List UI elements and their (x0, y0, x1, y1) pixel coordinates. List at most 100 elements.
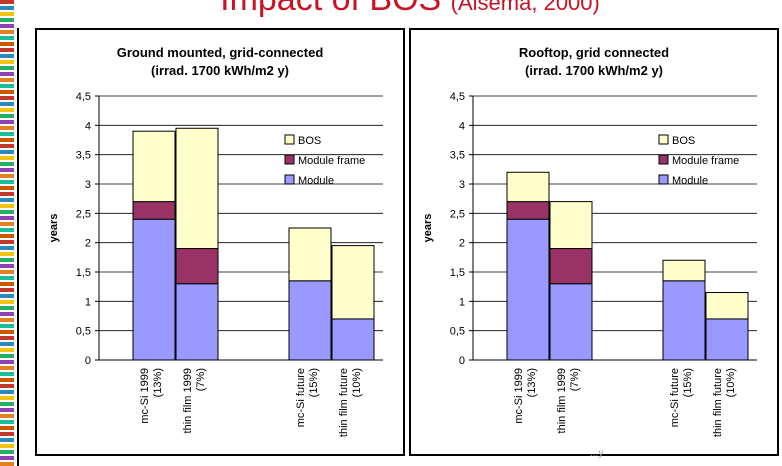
decorative-stripe (0, 372, 14, 376)
chart-ground-mounted: Ground mounted, grid-connected (irrad. 17… (35, 28, 405, 456)
y-tick-label: 0,5 (76, 326, 91, 338)
bar-bos (549, 201, 593, 250)
decorative-stripe (0, 438, 14, 442)
decorative-stripe (0, 420, 14, 424)
chart-svg-rooftop: Rooftop, grid connected (irrad. 1700 kWh/… (422, 45, 757, 437)
decorative-stripe (0, 72, 14, 76)
y-tick-label: 2 (459, 238, 465, 250)
legend-label: BOS (672, 135, 695, 147)
decorative-stripe (0, 78, 14, 82)
legend-swatch (284, 134, 295, 145)
y-axis-label: years (422, 214, 434, 243)
bar-module (288, 280, 332, 361)
decorative-stripe (0, 102, 14, 106)
x-tick-label: thin film future (338, 368, 350, 437)
decorative-stripe (0, 84, 14, 88)
decorative-stripe (0, 210, 14, 214)
decorative-stripe (0, 276, 14, 280)
bar-bos (331, 245, 375, 320)
decorative-stripe (0, 456, 14, 460)
decorative-stripe (0, 366, 14, 370)
decorative-stripe (0, 390, 14, 394)
legend-swatch (658, 134, 669, 145)
decorative-stripe (0, 120, 14, 124)
decorative-stripe (0, 24, 14, 28)
x-tick-label: (7%) (195, 368, 207, 391)
decorative-stripe (0, 426, 14, 430)
decorative-stripe (0, 138, 14, 142)
y-tick-label: 4,5 (76, 91, 91, 103)
decorative-stripe (0, 228, 14, 232)
y-tick-label: 1 (85, 296, 91, 308)
decorative-stripe (0, 42, 14, 46)
legend-label: Module (298, 175, 334, 187)
x-tick-label: mc-Si future (669, 368, 681, 427)
decorative-stripe (0, 414, 14, 418)
decorative-stripe (0, 402, 14, 406)
bar-bos (662, 259, 706, 282)
decorative-stripe (0, 324, 14, 328)
decorative-stripe (0, 114, 14, 118)
decorative-stripe (0, 12, 14, 16)
decorative-stripe (0, 204, 14, 208)
y-tick-label: 3 (85, 179, 91, 191)
decorative-stripe (0, 90, 14, 94)
bar-bos (175, 127, 219, 250)
bar-module (331, 318, 375, 361)
legend-swatch (658, 174, 669, 185)
decorative-stripe (0, 174, 14, 178)
decorative-stripe (0, 288, 14, 292)
bar-bos (132, 130, 176, 203)
legend-label: Module (672, 175, 708, 187)
decorative-stripe (0, 300, 14, 304)
decorative-stripe (0, 0, 14, 4)
y-tick-label: 4,5 (450, 91, 465, 103)
decorative-stripe (0, 54, 14, 58)
decorative-stripe (0, 258, 14, 262)
decorative-stripe (0, 462, 14, 466)
x-tick-label: thin film 1999 (182, 368, 194, 433)
decorative-stripe (0, 132, 14, 136)
x-tick-label: thin film 1999 (556, 368, 568, 433)
legend-swatch (658, 154, 669, 165)
bar-bos (288, 227, 332, 282)
decorative-stripe (0, 450, 14, 454)
decorative-stripe (0, 108, 14, 112)
footer-note: ...y (590, 448, 604, 459)
bar-module (175, 283, 219, 361)
x-tick-label: mc-Si future (295, 368, 307, 427)
y-tick-label: 3 (459, 179, 465, 191)
x-tick-label: mc-Si 1999 (139, 368, 151, 424)
y-tick-label: 0 (459, 355, 465, 367)
decorative-stripe (0, 384, 14, 388)
bar-module-frame (175, 248, 219, 285)
chart-subtitle: (irrad. 1700 kWh/m2 y) (525, 63, 663, 78)
chart-svg-ground-mounted: Ground mounted, grid-connected (irrad. 17… (48, 45, 383, 437)
decorative-stripe (0, 354, 14, 358)
chart-title: Ground mounted, grid-connected (117, 45, 324, 60)
chart-subtitle: (irrad. 1700 kWh/m2 y) (151, 63, 289, 78)
x-tick-label: (13%) (526, 368, 538, 397)
decorative-stripe (0, 444, 14, 448)
bar-module-frame (549, 248, 593, 285)
decorative-stripe (0, 342, 14, 346)
x-tick-label: (13%) (152, 368, 164, 397)
decorative-stripe (0, 150, 14, 154)
decorative-stripe (0, 408, 14, 412)
decorative-stripe (0, 48, 14, 52)
bar-bos (705, 292, 749, 320)
legend-swatch (284, 174, 295, 185)
x-tick-label: (7%) (569, 368, 581, 391)
decorative-stripe (0, 66, 14, 70)
bar-module (132, 218, 176, 361)
decorative-stripe (0, 312, 14, 316)
bar-module (506, 218, 550, 361)
y-axis-label: years (48, 214, 60, 243)
decorative-stripe (0, 252, 14, 256)
bar-module-frame (506, 201, 550, 220)
decorative-stripe (0, 198, 14, 202)
decorative-stripe (0, 246, 14, 250)
decorative-stripes (0, 0, 14, 466)
decorative-stripe (0, 96, 14, 100)
decorative-stripe (0, 432, 14, 436)
